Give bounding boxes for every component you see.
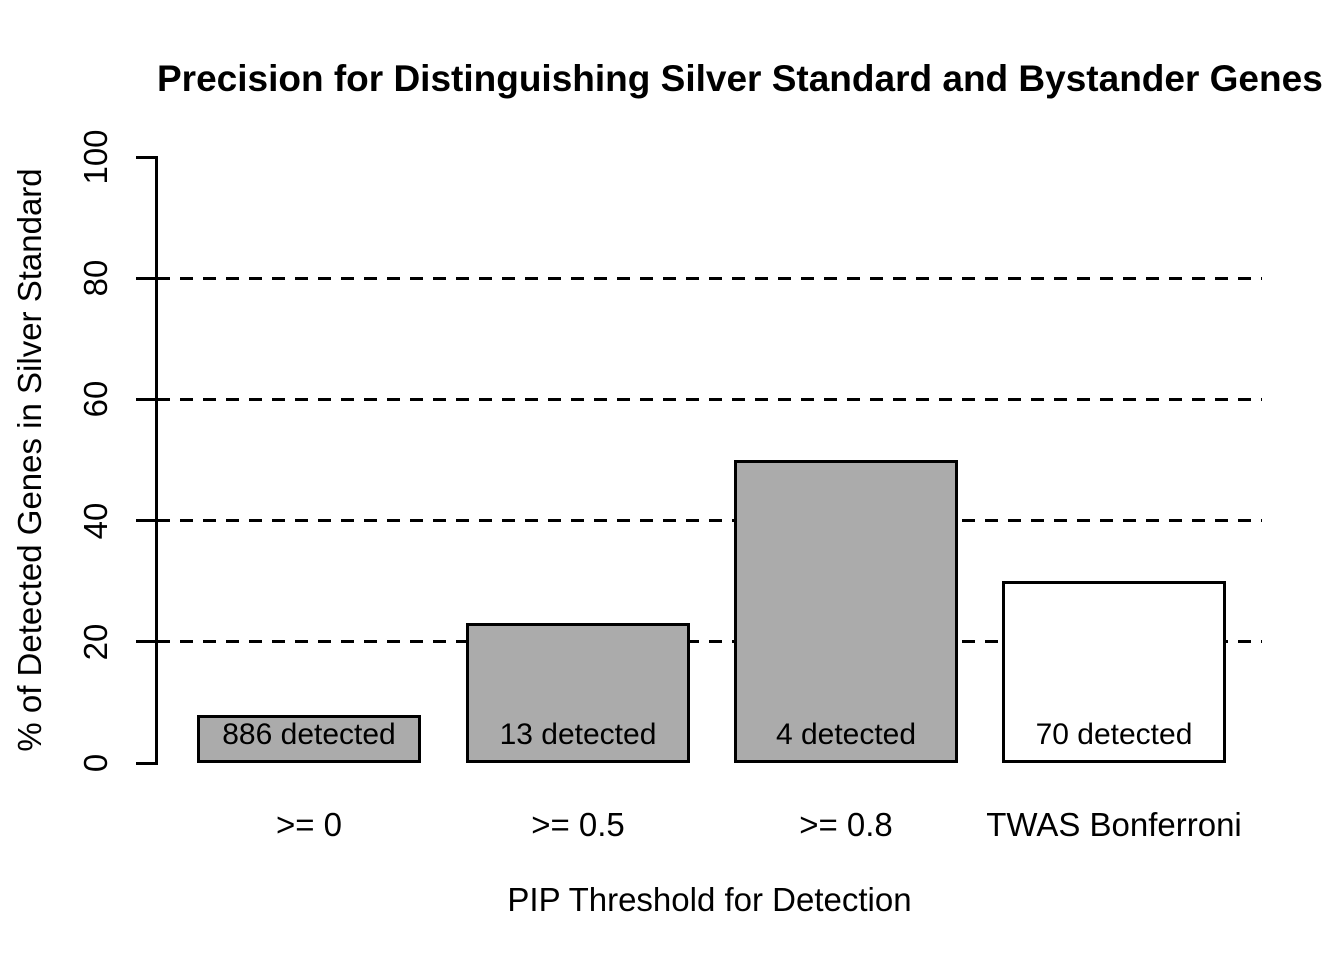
gridline-60 <box>157 397 1262 401</box>
y-axis-title: % of Detected Genes in Silver Standard <box>11 168 48 752</box>
x-axis-title: PIP Threshold for Detection <box>507 881 912 918</box>
bar-count-label: 70 detected <box>1035 717 1193 751</box>
y-tick-mark-80 <box>136 276 157 280</box>
chart-title: Precision for Distinguishing Silver Stan… <box>157 58 1323 99</box>
y-tick-label-60: 60 <box>77 381 114 418</box>
bar->= 0.8: 4 detected <box>734 460 958 763</box>
y-tick-mark-100 <box>136 155 157 159</box>
gridline-80 <box>157 276 1262 280</box>
bar-count-label: 13 detected <box>499 717 657 751</box>
y-tick-mark-20 <box>136 640 157 644</box>
y-tick-label-40: 40 <box>77 502 114 539</box>
y-tick-label-0: 0 <box>77 753 114 773</box>
bar-count-label: 886 detected <box>222 717 396 751</box>
x-category-label: TWAS Bonferroni <box>986 806 1242 843</box>
y-tick-mark-60 <box>136 397 157 401</box>
bar->= 0.5: 13 detected <box>466 623 690 763</box>
y-tick-label-20: 20 <box>77 623 114 661</box>
y-tick-mark-40 <box>136 519 157 523</box>
bar->= 0: 886 detected <box>197 715 421 763</box>
y-tick-label-100: 100 <box>77 129 114 185</box>
bar-TWAS Bonferroni: 70 detected <box>1002 581 1226 763</box>
gridline-40 <box>157 519 1262 523</box>
bar-count-label: 4 detected <box>775 718 917 751</box>
x-category-label: >= 0.8 <box>799 806 893 843</box>
x-category-label: >= 0 <box>275 806 343 843</box>
y-tick-mark-0 <box>136 761 157 765</box>
gridline-20 <box>157 640 1262 644</box>
y-tick-label-80: 80 <box>77 259 114 297</box>
x-category-label: >= 0.5 <box>531 806 625 843</box>
y-axis-line <box>155 156 158 765</box>
